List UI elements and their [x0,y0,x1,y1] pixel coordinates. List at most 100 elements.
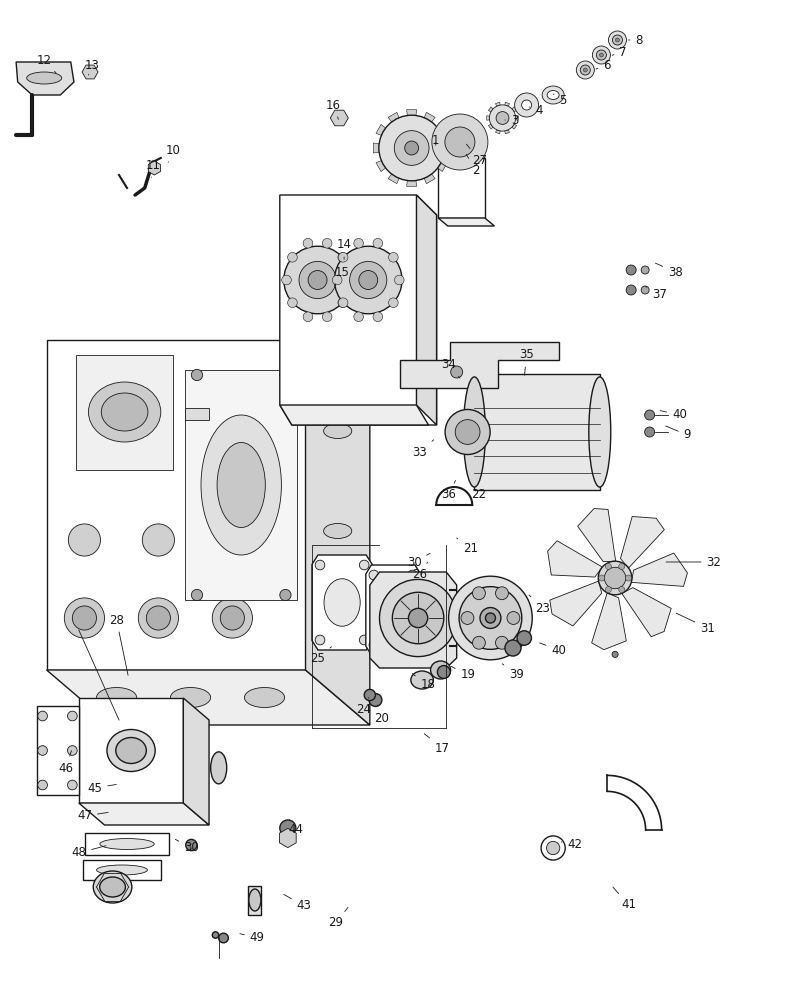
Ellipse shape [107,729,155,771]
Circle shape [485,613,495,623]
Text: 31: 31 [675,613,714,634]
Polygon shape [547,541,601,577]
Polygon shape [312,555,372,650]
FancyBboxPatch shape [474,374,599,490]
Polygon shape [495,130,499,134]
Circle shape [64,598,104,638]
Circle shape [507,612,520,624]
Circle shape [598,575,604,581]
Polygon shape [438,218,494,226]
Polygon shape [376,161,385,171]
Polygon shape [495,102,499,106]
Circle shape [191,589,202,601]
Circle shape [218,933,228,943]
Text: 28: 28 [109,613,128,675]
Circle shape [495,636,507,649]
Polygon shape [247,886,261,915]
Circle shape [67,746,77,755]
Ellipse shape [96,688,137,708]
Circle shape [369,640,378,650]
Circle shape [67,780,77,790]
Circle shape [404,141,418,155]
Polygon shape [76,355,173,470]
Circle shape [605,563,610,569]
Polygon shape [330,110,348,126]
Text: 35: 35 [519,349,533,375]
Text: 22: 22 [464,488,485,505]
Polygon shape [82,65,98,79]
Circle shape [394,275,404,285]
Text: 19: 19 [450,666,475,682]
Polygon shape [486,116,489,120]
Text: 26: 26 [412,562,427,581]
Circle shape [308,271,327,289]
Ellipse shape [116,737,146,763]
Polygon shape [591,593,626,650]
Polygon shape [183,698,209,825]
Circle shape [612,35,622,45]
Circle shape [388,252,397,262]
Circle shape [353,312,363,322]
Circle shape [393,131,429,165]
Ellipse shape [547,91,558,100]
Circle shape [583,68,586,72]
Ellipse shape [93,871,132,903]
Circle shape [644,410,654,420]
Circle shape [332,275,341,285]
Text: 13: 13 [85,59,100,75]
Text: 32: 32 [665,556,720,568]
Polygon shape [279,828,296,848]
Ellipse shape [323,424,352,438]
Text: 1: 1 [431,134,439,147]
Text: 18: 18 [412,674,434,692]
Text: 25: 25 [310,647,331,664]
Circle shape [359,635,369,645]
Circle shape [472,636,485,649]
Polygon shape [406,110,416,115]
Text: 45: 45 [88,782,116,794]
Text: 20: 20 [374,705,389,724]
Text: 43: 43 [283,894,311,912]
Polygon shape [148,161,161,175]
Circle shape [373,312,382,322]
Text: 10: 10 [165,144,180,162]
Text: 3: 3 [504,114,518,127]
Ellipse shape [377,587,409,633]
Polygon shape [79,803,209,825]
Polygon shape [437,125,446,135]
Text: 17: 17 [424,734,449,754]
Text: 33: 33 [412,440,433,458]
Circle shape [38,711,47,721]
Circle shape [68,524,100,556]
Circle shape [392,592,443,644]
Circle shape [596,50,605,60]
Circle shape [333,112,344,124]
Circle shape [540,836,565,860]
Text: 41: 41 [612,887,635,912]
Circle shape [489,105,515,131]
Circle shape [283,246,351,314]
Circle shape [495,112,508,124]
Polygon shape [279,405,428,425]
Circle shape [608,31,626,49]
Circle shape [516,631,531,645]
Polygon shape [621,588,671,637]
Circle shape [626,285,635,295]
Polygon shape [305,340,369,725]
Text: 24: 24 [356,698,370,716]
Circle shape [408,608,427,628]
Circle shape [640,286,648,294]
Circle shape [279,820,296,836]
Text: 21: 21 [456,538,477,554]
Ellipse shape [88,382,161,442]
Ellipse shape [100,838,154,849]
Text: 23: 23 [528,595,549,614]
Circle shape [149,163,159,173]
Circle shape [212,932,218,938]
Circle shape [504,640,520,656]
Ellipse shape [217,442,265,528]
Polygon shape [369,572,456,668]
Text: 14: 14 [336,238,351,259]
Text: 37: 37 [645,286,666,301]
Circle shape [67,711,77,721]
